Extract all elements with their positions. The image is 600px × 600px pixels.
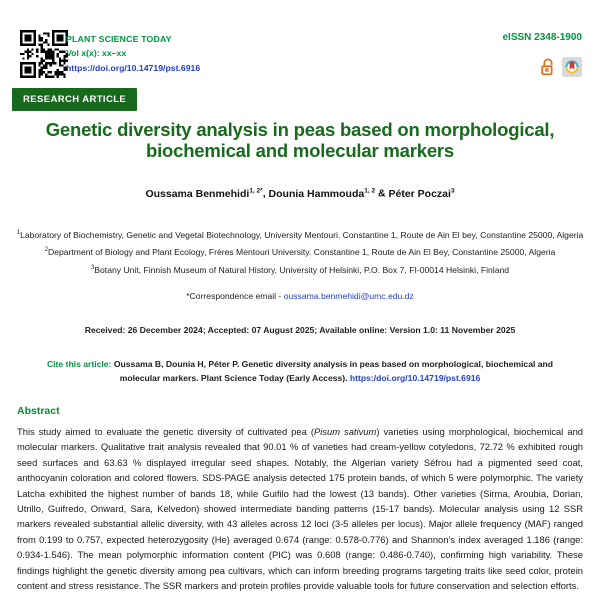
- check-updates-icon[interactable]: [562, 57, 582, 77]
- author-list: Oussama Benmehidi1, 2*, Dounia Hammouda1…: [145, 187, 455, 200]
- affiliation: 3Botany Unit, Finnish Museum of Natural …: [90, 264, 510, 275]
- author: Dounia Hammouda1, 2: [268, 187, 376, 200]
- qr-code: [20, 30, 68, 78]
- dates-line: Received: 26 December 2024; Accepted: 07…: [84, 325, 516, 335]
- page-header: PLANT SCIENCE TODAY Vol x(x): xx–xx http…: [20, 30, 582, 90]
- article-type-badge: RESEARCH ARTICLE: [12, 88, 138, 111]
- cite-text: Oussama B, Dounia H, Péter P. Genetic di…: [111, 359, 554, 383]
- article-title: Genetic diversity analysis in peas based…: [45, 119, 555, 161]
- correspondence-line: *Correspondence email - oussama.benmehid…: [17, 291, 583, 301]
- species-name-italic: Pisum sativum: [313, 426, 377, 437]
- author-affil-sup: 1, 2*: [249, 187, 263, 194]
- author-affil-sup: 1, 2: [364, 187, 376, 194]
- doi-link[interactable]: https://doi.org/10.14719/pst.6916: [66, 63, 201, 73]
- author-affil-sup: 3: [450, 187, 455, 194]
- citation-block: Cite this article: Oussama B, Dounia H, …: [28, 357, 572, 385]
- abstract-text: This study aimed to evaluate the genetic…: [17, 426, 583, 592]
- cite-label: Cite this article:: [46, 359, 112, 369]
- affiliation-list: 1Laboratory of Biochemistry, Genetic and…: [10, 226, 590, 278]
- journal-name: PLANT SCIENCE TODAY: [66, 34, 172, 44]
- header-right: eISSN 2348-1900: [502, 32, 582, 77]
- author: Oussama Benmehidi1, 2*: [145, 187, 263, 200]
- abstract-heading: Abstract: [17, 405, 60, 417]
- journal-info: PLANT SCIENCE TODAY Vol x(x): xx–xx http…: [66, 32, 200, 75]
- eissn-label: eISSN 2348-1900: [502, 32, 582, 43]
- header-icons: [502, 57, 582, 77]
- affiliation: 2Department of Biology and Plant Ecology…: [44, 247, 556, 258]
- affiliation: 1Laboratory of Biochemistry, Genetic and…: [16, 229, 584, 240]
- journal-volume: Vol x(x): xx–xx: [66, 48, 127, 58]
- correspondence-email-link[interactable]: oussama.benmehidi@umc.edu.dz: [283, 291, 414, 301]
- cite-doi-link[interactable]: https:/doi.org/10.14719/pst.6916: [349, 373, 481, 383]
- open-access-icon[interactable]: [540, 57, 556, 77]
- author: Péter Poczai3: [388, 187, 455, 200]
- correspondence-label: *Correspondence email -: [186, 291, 284, 301]
